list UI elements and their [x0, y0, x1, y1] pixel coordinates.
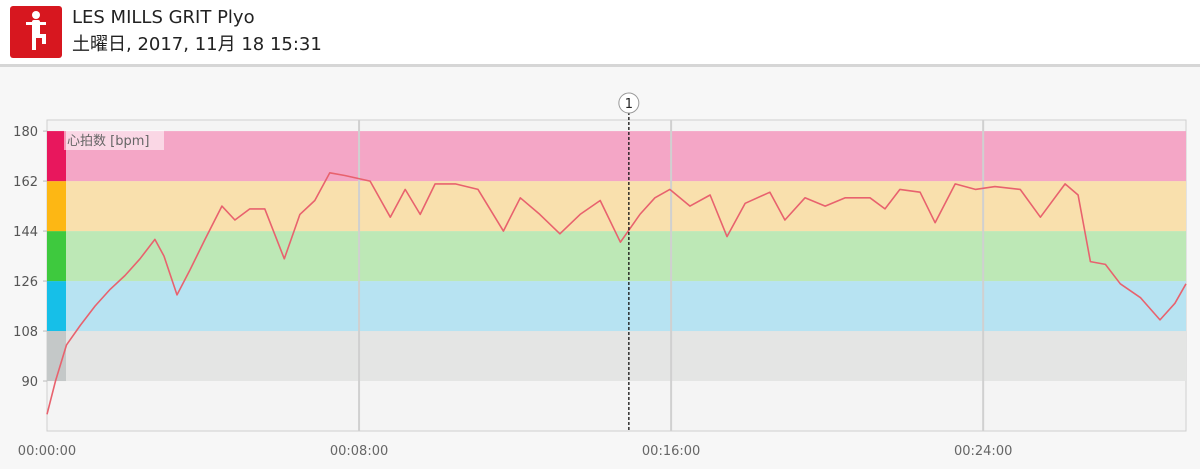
y-axis-label: 心拍数 [bpm] [67, 134, 149, 149]
lap-marker-label: 1 [625, 97, 633, 112]
activity-title: LES MILLS GRIT Plyo [72, 7, 255, 28]
hr-zone [47, 331, 1186, 382]
y-label-bg [64, 130, 164, 150]
heart-rate-line [46, 172, 1187, 415]
x-tick-label: 00:16:00 [642, 444, 700, 459]
x-tick-label: 00:00:00 [18, 444, 76, 459]
y-tick-label: 144 [13, 225, 38, 240]
y-tick-label: 108 [13, 325, 38, 340]
hr-zone [47, 181, 1186, 232]
lap-marker-badge [618, 92, 640, 114]
hr-zone-strip [47, 281, 66, 332]
hr-zone-strip [47, 181, 66, 232]
hr-zone-strip [47, 231, 66, 282]
x-tick-label: 00:24:00 [954, 444, 1012, 459]
y-tick-label: 126 [13, 275, 38, 290]
header-bg [0, 0, 1200, 64]
x-tick-label: 00:08:00 [330, 444, 388, 459]
y-tick-label: 90 [21, 375, 38, 390]
sport-figure [26, 11, 46, 50]
y-tick-label: 180 [13, 125, 38, 140]
hr-zone [47, 281, 1186, 332]
hr-zone [47, 231, 1186, 282]
activity-date: 土曜日, 2017, 11月 18 15:31 [72, 34, 322, 55]
hr-zone-strip [47, 331, 66, 382]
hr-zone-strip [47, 131, 66, 182]
header-divider [0, 64, 1200, 67]
hr-zone [47, 131, 1186, 182]
y-tick-label: 162 [13, 175, 38, 190]
